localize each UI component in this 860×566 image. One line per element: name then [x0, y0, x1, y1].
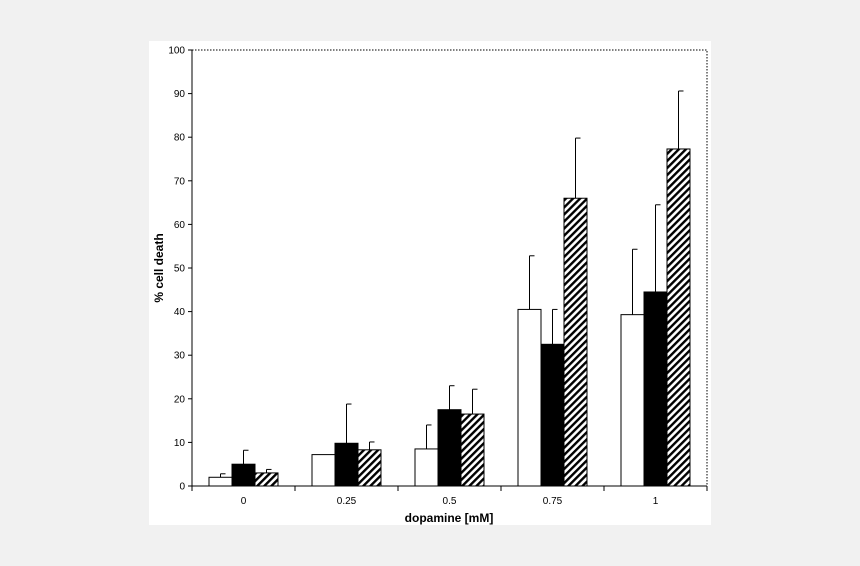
y-tick-label: 20 [174, 394, 186, 405]
y-tick-label: 0 [179, 482, 185, 493]
bar [208, 476, 233, 487]
bar [357, 449, 382, 487]
bar-chart: 0 10 20 30 40 50 60 70 80 90 100 0 0.25 0.5 0.75 1 % ce… [152, 46, 708, 525]
y-tick-label: 70 [174, 176, 186, 187]
y-tick-label: 40 [174, 307, 186, 318]
x-axis-title: dopamine [mM] [405, 511, 494, 525]
y-tick-label: 60 [174, 220, 186, 231]
y-tick-label: 10 [174, 438, 186, 449]
bar [666, 148, 691, 487]
bars-layer [208, 90, 691, 487]
bar [620, 314, 645, 487]
y-tick-label: 100 [168, 46, 185, 57]
bar [311, 454, 336, 487]
bar [437, 409, 462, 487]
bar [231, 463, 256, 487]
x-tick-label: 0.5 [443, 496, 457, 507]
y-tick-label: 30 [174, 351, 186, 362]
x-tick-label: 0 [241, 496, 247, 507]
bar [460, 413, 485, 487]
y-tick-label: 50 [174, 264, 186, 275]
chart-figure: 0 10 20 30 40 50 60 70 80 90 100 0 0.25 0.5 0.75 1 % ce… [149, 41, 711, 525]
x-tick-label: 0.75 [543, 496, 563, 507]
x-tick-label: 1 [653, 496, 659, 507]
bar [254, 472, 279, 487]
y-tick-label: 90 [174, 89, 186, 100]
bar [540, 343, 565, 487]
bar [563, 197, 588, 487]
bar [334, 442, 359, 487]
x-tick-label: 0.25 [337, 496, 357, 507]
y-tick-label: 80 [174, 133, 186, 144]
y-axis-title: % cell death [152, 233, 166, 302]
bar [643, 291, 668, 487]
bar [414, 448, 439, 487]
bar [517, 308, 542, 487]
axes-layer: 0 10 20 30 40 50 60 70 80 90 100 0 0.25 0.5 0.75 1 [168, 46, 708, 507]
